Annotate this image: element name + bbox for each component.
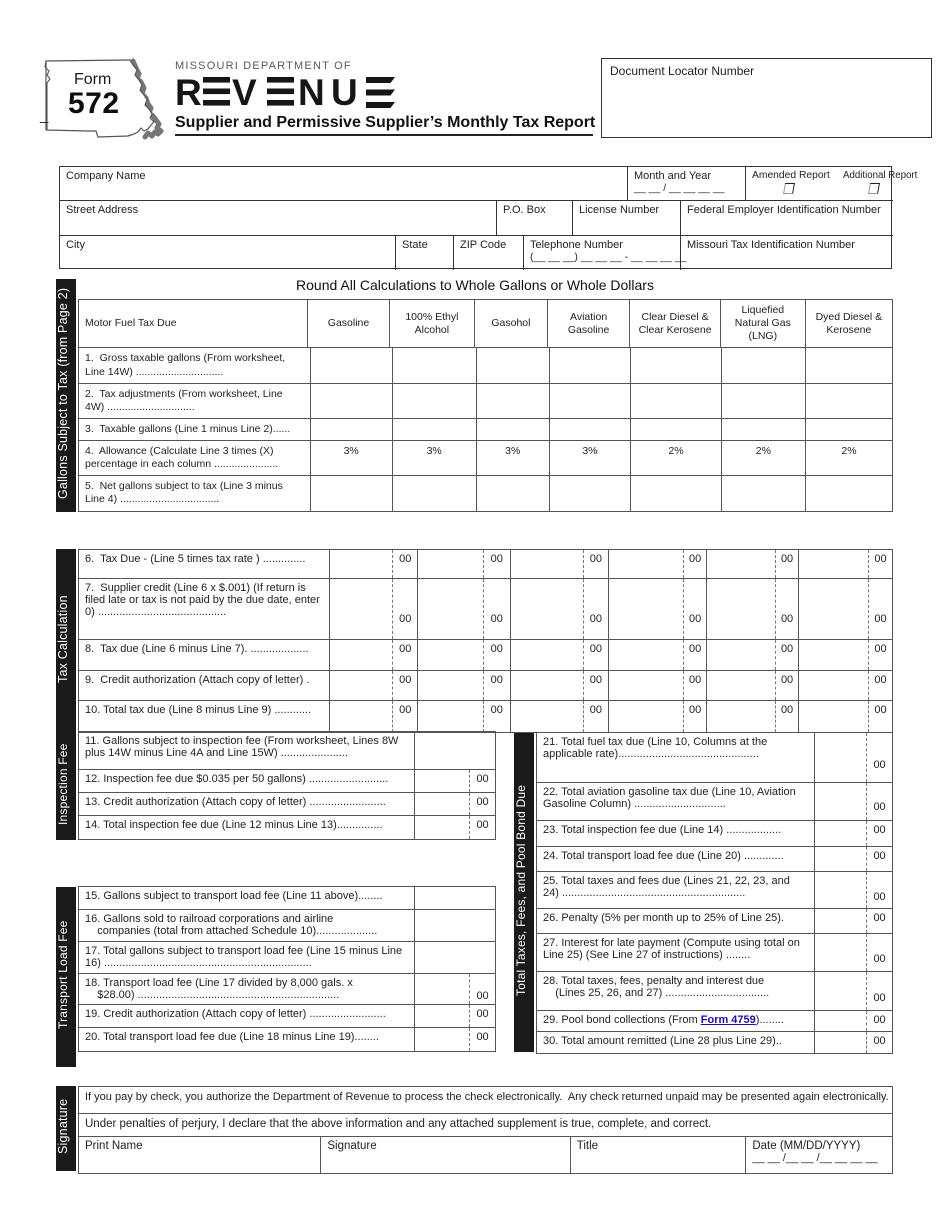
svg-text:R: R [175, 73, 202, 113]
svg-text:N: N [298, 73, 325, 113]
svg-text:U: U [331, 73, 358, 113]
svg-text:V: V [232, 73, 257, 113]
